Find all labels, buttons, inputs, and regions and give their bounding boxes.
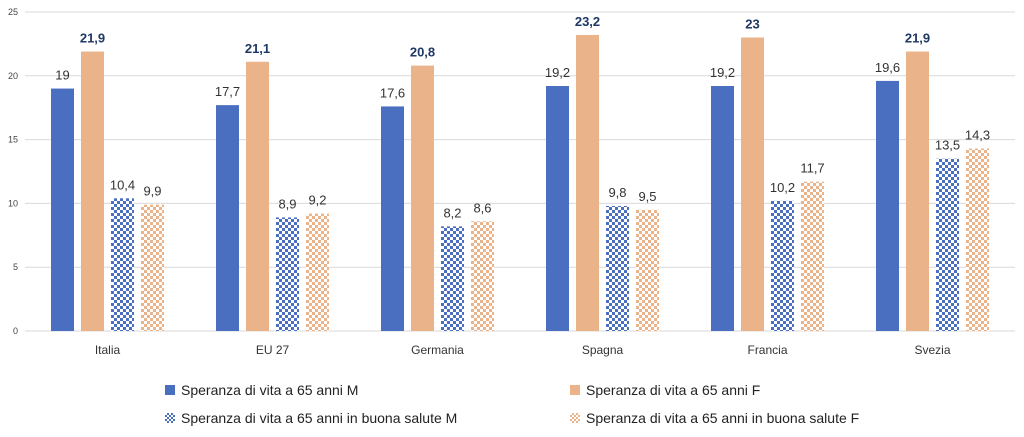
bar-spagna-s0	[546, 86, 569, 332]
data-label: 13,5	[935, 138, 960, 153]
bar-italia-s1	[81, 51, 104, 331]
y-tick-label: 10	[8, 198, 18, 208]
legend-swatch-health-f	[570, 413, 580, 423]
data-label: 11,7	[800, 161, 824, 176]
data-label: 8,6	[473, 200, 491, 215]
legend-item-health-m: Speranza di vita a 65 anni in buona salu…	[165, 410, 457, 426]
y-tick-label: 20	[8, 71, 18, 81]
bar-spagna-s2	[606, 205, 629, 331]
y-tick-label: 15	[8, 135, 18, 145]
data-label: 17,7	[215, 84, 240, 99]
data-label: 20,8	[410, 45, 435, 60]
data-label: 8,9	[278, 196, 296, 211]
bar-svezia-s1	[906, 51, 929, 331]
data-label: 19	[55, 68, 69, 83]
data-label: 10,2	[770, 180, 795, 195]
bar-francia-s0	[711, 86, 734, 332]
data-label: 21,9	[905, 31, 930, 46]
bar-svezia-s3	[966, 148, 989, 331]
legend-swatch-m	[165, 385, 175, 395]
bar-germania-s1	[411, 65, 434, 331]
x-tick-label: Italia	[95, 343, 121, 357]
legend-item-f: Speranza di vita a 65 anni F	[570, 382, 760, 398]
bar-svezia-s2	[936, 158, 959, 331]
y-tick-label: 25	[8, 7, 18, 17]
x-tick-label: Svezia	[914, 343, 950, 357]
bar-svezia-s0	[876, 80, 899, 332]
bar-eu-27-s1	[246, 61, 269, 331]
data-label: 23	[745, 17, 759, 32]
x-tick-label: Francia	[747, 343, 787, 357]
data-label: 21,9	[80, 31, 105, 46]
bar-germania-s3	[471, 221, 494, 331]
bar-germania-s2	[441, 226, 464, 331]
legend-label-health-f: Speranza di vita a 65 anni in buona salu…	[586, 410, 860, 426]
legend-label-m: Speranza di vita a 65 anni M	[181, 382, 359, 398]
legend-item-m: Speranza di vita a 65 anni M	[165, 382, 358, 398]
bar-eu-27-s3	[306, 213, 329, 331]
bar-spagna-s1	[576, 34, 599, 332]
bar-eu-27-s2	[276, 217, 299, 331]
x-tick-label: Spagna	[582, 343, 624, 357]
data-label: 9,8	[608, 185, 626, 200]
data-label: 9,5	[638, 189, 656, 204]
legend-label-f: Speranza di vita a 65 anni F	[586, 382, 761, 398]
y-tick-label: 0	[13, 326, 18, 336]
data-label: 17,6	[380, 85, 405, 100]
y-tick-label: 5	[13, 262, 18, 272]
bar-germania-s0	[381, 106, 404, 331]
data-label: 19,2	[545, 65, 570, 80]
data-label: 19,6	[875, 60, 900, 75]
bar-italia-s0	[51, 88, 74, 331]
bar-francia-s1	[741, 37, 764, 332]
bar-francia-s3	[801, 181, 824, 331]
bar-spagna-s3	[636, 209, 659, 331]
bar-eu-27-s0	[216, 105, 239, 331]
legend-swatch-f	[570, 385, 580, 395]
x-tick-label: Germania	[411, 343, 464, 357]
data-label: 19,2	[710, 65, 735, 80]
legend-item-health-f: Speranza di vita a 65 anni in buona salu…	[570, 410, 859, 426]
x-tick-label: EU 27	[256, 343, 290, 357]
bar-francia-s2	[771, 200, 794, 331]
data-label: 23,2	[575, 14, 600, 29]
bar-italia-s2	[111, 198, 134, 331]
data-label: 10,4	[110, 177, 135, 192]
data-label: 21,1	[245, 41, 270, 56]
data-label: 8,2	[443, 205, 461, 220]
legend-swatch-health-m	[165, 413, 175, 423]
legend-label-health-m: Speranza di vita a 65 anni in buona salu…	[181, 410, 458, 426]
data-label: 9,9	[143, 184, 161, 199]
data-label: 14,3	[965, 128, 990, 143]
bar-italia-s3	[141, 204, 164, 331]
data-label: 9,2	[308, 193, 326, 208]
